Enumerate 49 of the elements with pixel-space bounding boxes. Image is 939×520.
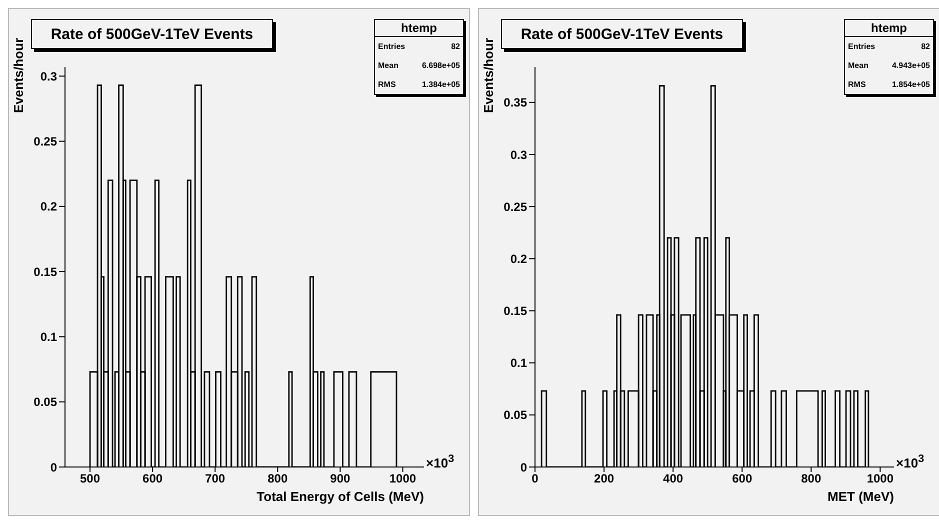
text: Entries — [378, 42, 406, 51]
annotation: 1.854e+05 — [892, 80, 930, 89]
text: Entries — [848, 42, 876, 51]
y-tick-label: 0.15 — [504, 304, 528, 318]
x-tick-label: 600 — [732, 472, 752, 486]
annotation: Mean — [378, 61, 398, 70]
text: 82 — [921, 42, 930, 51]
text: htemp — [845, 20, 933, 37]
y-tick-label: 0.1 — [40, 330, 58, 344]
y-tick-label: 0.3 — [40, 69, 58, 84]
text: 82 — [451, 42, 460, 51]
y-axis-title: Events/hour — [11, 38, 26, 113]
y-tick-label: 0.3 — [510, 148, 528, 162]
y-tick-label: 0.2 — [510, 252, 528, 266]
annotation: 6.698e+05 — [422, 61, 460, 70]
chart-title: Rate of 500GeV-1TeV Events — [31, 19, 273, 49]
annotation: 1.384e+05 — [422, 80, 460, 89]
x-tick-label: 200 — [594, 472, 614, 486]
x-tick-label: 0 — [532, 472, 539, 486]
x-tick-label: 600 — [142, 472, 163, 486]
x-tick-label: 700 — [205, 472, 226, 486]
annotation: 4.943e+05 — [892, 61, 930, 70]
x-axis-title: MET (MeV) — [828, 489, 894, 504]
y-tick-label: 0 — [520, 460, 528, 474]
x-tick-label: 1000 — [866, 472, 894, 486]
x-tick-label: 800 — [801, 472, 822, 486]
y-tick-label: 0.15 — [34, 264, 58, 279]
text: htemp — [375, 20, 463, 37]
annotation: RMS — [848, 80, 866, 89]
x-tick-label: 900 — [330, 472, 351, 486]
x-axis-title: Total Energy of Cells (MeV) — [256, 489, 424, 504]
y-tick-label: 0.2 — [40, 200, 58, 214]
y-tick-label: 0.25 — [504, 200, 528, 214]
x-tick-label: 500 — [80, 472, 100, 486]
annotation: RMS — [378, 80, 396, 89]
chart-title: Rate of 500GeV-1TeV Events — [501, 19, 743, 49]
annotation: Mean — [848, 61, 868, 70]
x-tick-label: 400 — [663, 472, 684, 486]
y-tick-label: 0.05 — [34, 395, 58, 410]
text: ×10$^{3}$ — [426, 453, 454, 470]
y-tick-label: 0.25 — [34, 134, 58, 149]
x-tick-label: 1000 — [389, 472, 416, 486]
y-tick-label: 0 — [50, 460, 58, 474]
y-axis-title: Events/hour — [481, 38, 496, 113]
y-tick-label: 0.05 — [504, 408, 528, 422]
y-tick-label: 0.1 — [510, 356, 528, 370]
x-tick-label: 800 — [268, 472, 288, 486]
y-tick-label: 0.35 — [504, 96, 528, 110]
text: ×10$^{3}$ — [896, 453, 924, 470]
